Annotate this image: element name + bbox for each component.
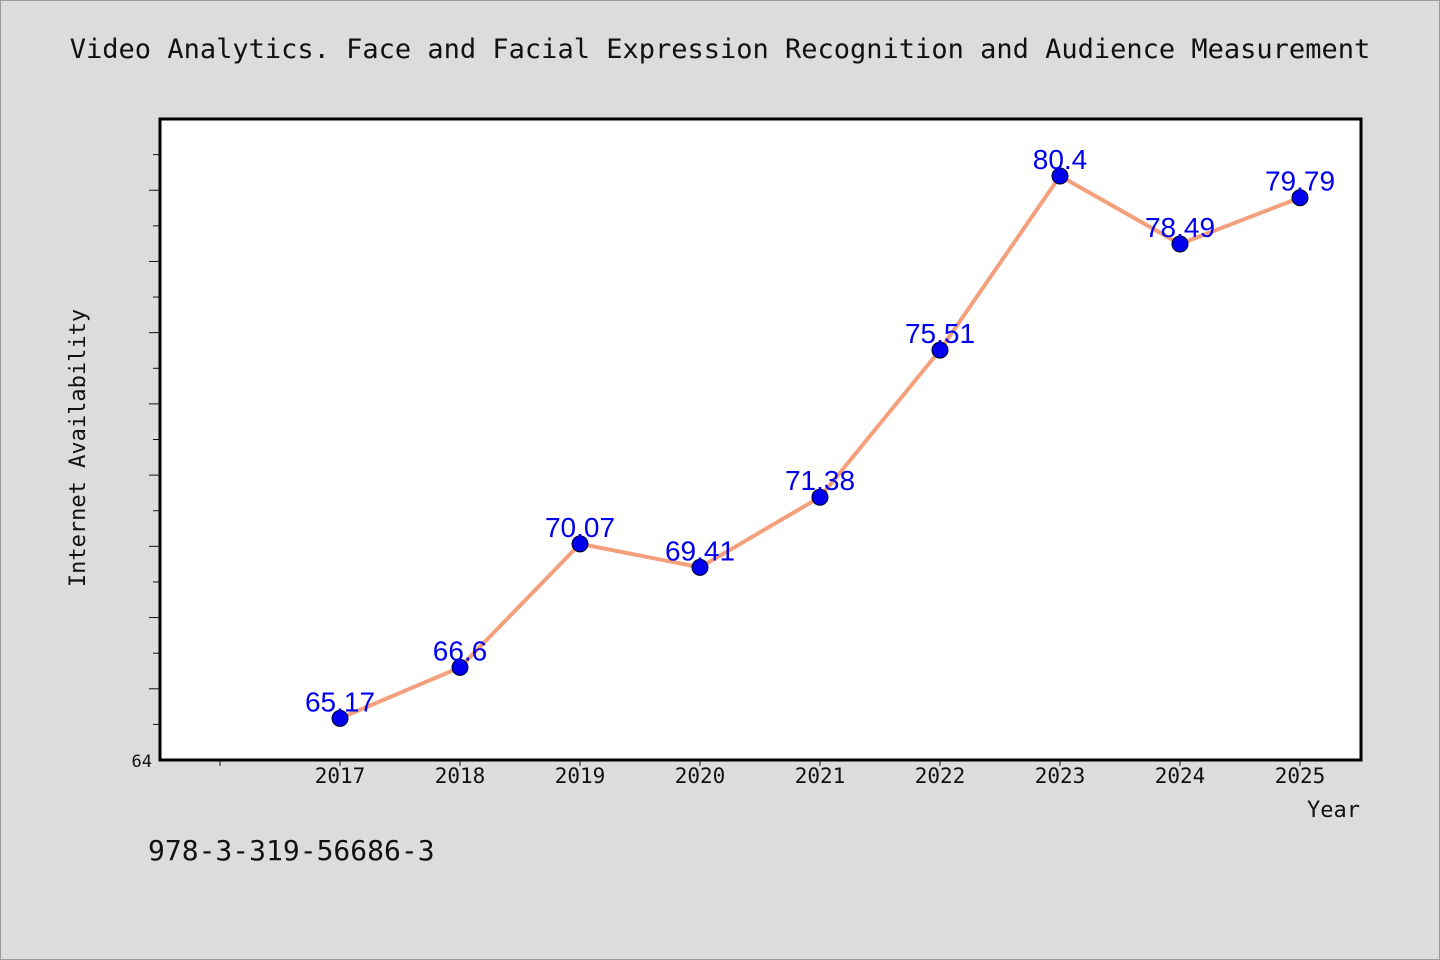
data-label: 71.38 — [785, 465, 855, 496]
footer-isbn: 978-3-319-56686-3 — [148, 834, 435, 867]
plot-area — [158, 117, 1363, 762]
data-point — [691, 558, 709, 576]
x-tick-label: 2023 — [1035, 764, 1086, 788]
data-label: 79.79 — [1265, 166, 1335, 197]
data-point — [811, 488, 829, 506]
data-labels: 65.17 66.6 70.07 69.41 71.38 75.51 80.4 78.49 79… — [305, 144, 1335, 717]
x-axis-ticks — [219, 760, 1301, 766]
y-axis-label: Internet Availability — [66, 309, 91, 587]
x-axis-tick-labels: 2017 2018 2019 2020 2021 2022 2023 2024 2025 — [315, 764, 1326, 788]
data-label: 70.07 — [545, 512, 615, 543]
data-point — [451, 658, 469, 676]
y-axis-ticks — [149, 154, 160, 725]
y-tick-label-min: 64 — [132, 752, 152, 772]
data-point — [1171, 235, 1189, 253]
x-tick-label: 2020 — [675, 764, 726, 788]
x-tick-label: 2018 — [435, 764, 486, 788]
data-point — [931, 341, 949, 359]
data-label: 65.17 — [305, 686, 375, 717]
x-tick-label: 2025 — [1275, 764, 1326, 788]
x-tick-label: 2022 — [915, 764, 966, 788]
data-point — [1291, 189, 1309, 207]
x-tick-label: 2021 — [795, 764, 846, 788]
data-label: 69.41 — [665, 535, 735, 566]
data-label: 80.4 — [1033, 144, 1088, 175]
x-tick-label: 2019 — [555, 764, 606, 788]
chart-title: Video Analytics. Face and Facial Express… — [69, 34, 1371, 65]
data-points — [331, 167, 1309, 727]
data-label: 66.6 — [433, 635, 488, 666]
data-point — [571, 535, 589, 553]
data-label: 78.49 — [1145, 212, 1215, 243]
x-axis-label: Year — [1307, 798, 1360, 823]
x-tick-label: 2017 — [315, 764, 366, 788]
x-tick-label: 2024 — [1155, 764, 1206, 788]
data-label: 75.51 — [905, 318, 975, 349]
data-point — [1051, 167, 1069, 185]
data-point — [331, 709, 349, 727]
